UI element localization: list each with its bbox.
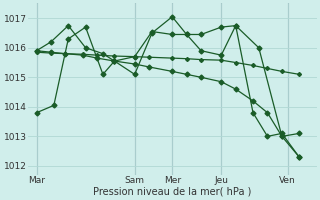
X-axis label: Pression niveau de la mer( hPa ): Pression niveau de la mer( hPa ) [93,187,252,197]
